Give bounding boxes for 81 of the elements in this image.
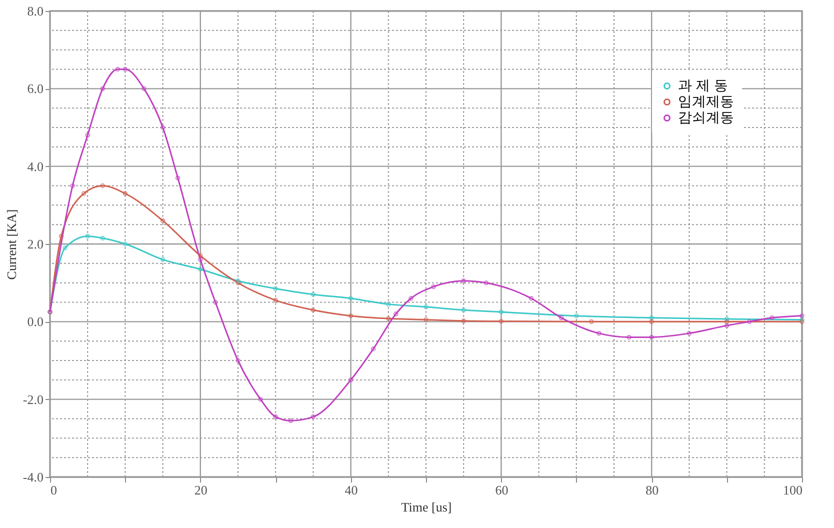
point — [288, 418, 294, 424]
x-axis-title: Time [us] — [401, 500, 452, 514]
x-tick-label: 20 — [194, 482, 208, 498]
point — [310, 414, 316, 420]
y-tick-label: 8.0 — [27, 4, 44, 18]
point — [649, 334, 654, 340]
point — [310, 292, 316, 297]
point — [626, 334, 632, 340]
point — [770, 315, 774, 320]
y-tick-label: 2.0 — [27, 236, 44, 252]
point — [498, 318, 504, 324]
point — [273, 414, 278, 420]
x-tick-label: 0 — [50, 482, 57, 498]
point — [85, 234, 90, 239]
point — [273, 286, 278, 292]
point — [484, 280, 489, 286]
x-tick-label: 60 — [495, 482, 508, 498]
point — [122, 242, 128, 246]
y-axis-title: Current [KA] — [4, 209, 19, 280]
point — [310, 308, 316, 312]
x-tick-label: 40 — [344, 482, 358, 498]
point — [122, 191, 128, 196]
point — [528, 296, 534, 301]
x-tick-label: 80 — [646, 482, 659, 498]
point — [198, 266, 203, 272]
point — [70, 183, 75, 188]
point — [273, 298, 278, 303]
point — [370, 346, 376, 352]
y-tick-label: -4.0 — [22, 470, 44, 484]
legend-label: 감쇠계동 — [678, 109, 734, 125]
point — [100, 183, 106, 188]
point — [649, 319, 654, 324]
point — [424, 317, 428, 322]
point — [142, 86, 146, 92]
point — [160, 257, 166, 262]
y-tick-label: 0.0 — [27, 314, 44, 330]
point — [461, 308, 466, 312]
point — [85, 132, 90, 138]
point — [724, 316, 730, 322]
point — [122, 66, 128, 72]
point — [746, 319, 752, 324]
point — [386, 316, 391, 321]
point — [198, 253, 203, 258]
point — [724, 319, 730, 324]
point — [115, 66, 120, 72]
point — [686, 330, 692, 336]
point — [574, 313, 579, 318]
legend-label: 과 제 동 — [678, 77, 728, 93]
x-tick-label: 100 — [783, 482, 802, 498]
point — [58, 234, 64, 239]
point — [461, 278, 466, 284]
y-tick-label: 4.0 — [27, 158, 44, 174]
point — [424, 304, 428, 310]
point — [100, 86, 106, 92]
point — [160, 218, 166, 224]
point — [498, 310, 504, 314]
point — [724, 323, 730, 328]
point — [348, 378, 354, 382]
legend-label: 임계제동 — [678, 93, 734, 109]
point — [348, 313, 354, 318]
point — [596, 330, 602, 336]
point — [160, 125, 166, 130]
point — [258, 396, 263, 402]
point — [81, 191, 86, 196]
point — [394, 312, 398, 316]
point — [589, 319, 594, 324]
point — [198, 257, 203, 262]
y-tick-label: 6.0 — [27, 81, 44, 96]
point — [431, 284, 436, 290]
point — [649, 315, 654, 320]
point — [236, 358, 240, 363]
point — [558, 315, 564, 320]
point — [100, 236, 106, 241]
point — [213, 300, 218, 305]
point — [348, 296, 354, 301]
point — [175, 176, 180, 180]
point — [62, 246, 68, 250]
point — [408, 296, 414, 301]
point — [386, 302, 391, 307]
point — [461, 318, 466, 324]
y-tick-label: -2.0 — [22, 392, 44, 407]
